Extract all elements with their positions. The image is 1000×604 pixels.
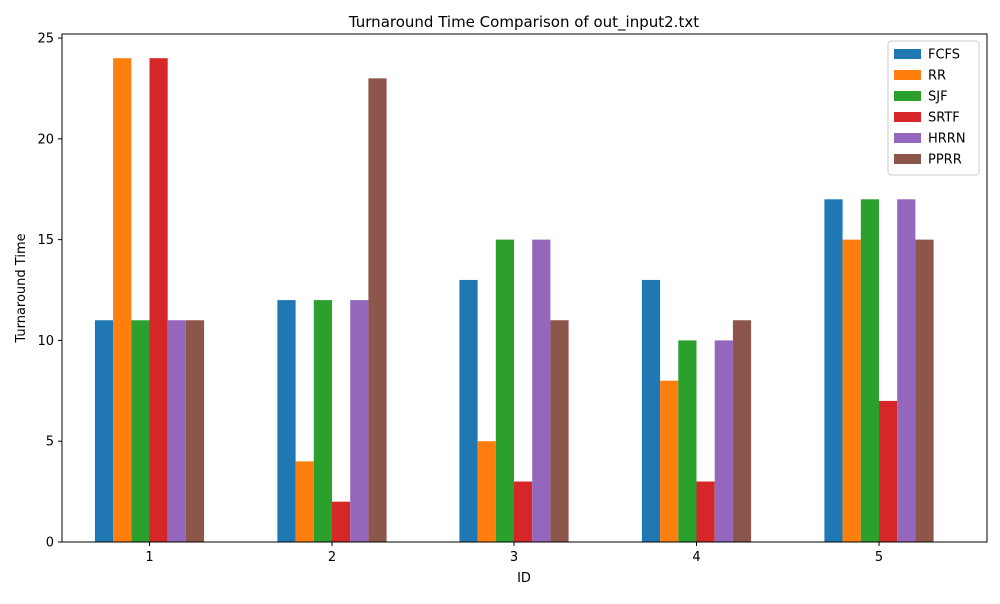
- bar-pprr-4: [732, 320, 752, 542]
- legend-swatch-srtf: [894, 112, 921, 122]
- x-axis: 1 2 3 4 5: [145, 542, 883, 565]
- chart-title: Turnaround Time Comparison of out_input2…: [348, 13, 699, 32]
- bar-fcfs-1: [94, 320, 114, 542]
- bar-hrrn-3: [532, 239, 551, 542]
- bar-fcfs-3: [459, 279, 478, 542]
- bar-rr-4: [660, 380, 679, 542]
- bar-fcfs-5: [824, 199, 843, 543]
- y-tick-label: 25: [37, 32, 54, 47]
- bar-fcfs-2: [277, 300, 296, 542]
- bar-srtf-4: [696, 481, 715, 542]
- bar-sjf-1: [131, 320, 150, 542]
- legend-label-rr: RR: [928, 69, 946, 84]
- bar-rr-3: [477, 441, 496, 542]
- y-tick-label: 10: [37, 334, 54, 349]
- bar-srtf-3: [514, 481, 533, 542]
- bars-layer: [94, 58, 934, 543]
- x-tick-label: 4: [692, 550, 700, 565]
- legend-swatch-rr: [894, 70, 921, 80]
- y-tick-label: 5: [46, 435, 54, 450]
- bar-hrrn-4: [714, 340, 733, 542]
- legend-label-pprr: PPRR: [928, 153, 962, 168]
- legend-label-fcfs: FCFS: [928, 48, 960, 63]
- legend-label-sjf: SJF: [928, 90, 948, 105]
- legend-swatch-hrrn: [894, 133, 921, 143]
- bar-hrrn-5: [897, 199, 916, 543]
- legend-label-hrrn: HRRN: [928, 132, 966, 147]
- bar-pprr-1: [185, 320, 205, 542]
- x-tick-label: 1: [145, 550, 153, 565]
- x-tick-label: 2: [328, 550, 336, 565]
- bar-sjf-4: [678, 340, 697, 542]
- bar-srtf-1: [149, 58, 168, 542]
- bar-pprr-5: [915, 239, 934, 542]
- bar-srtf-2: [332, 501, 351, 542]
- bar-pprr-2: [368, 78, 387, 542]
- bar-rr-2: [295, 461, 314, 542]
- bar-rr-1: [113, 58, 132, 542]
- bar-hrrn-2: [350, 300, 369, 542]
- legend-swatch-fcfs: [894, 49, 921, 59]
- x-tick-label: 5: [875, 550, 883, 565]
- bar-sjf-2: [313, 300, 332, 542]
- legend-label-srtf: SRTF: [928, 111, 960, 126]
- y-tick-label: 0: [46, 536, 54, 551]
- plot-frame: [61, 33, 988, 543]
- x-tick-label: 3: [510, 550, 518, 565]
- bar-pprr-3: [550, 320, 569, 542]
- x-axis-label: ID: [517, 571, 531, 586]
- legend-swatch-pprr: [894, 154, 921, 164]
- bar-sjf-3: [495, 239, 514, 542]
- y-tick-label: 15: [37, 233, 54, 248]
- y-axis-label: Turnaround Time: [14, 233, 29, 343]
- legend-swatch-sjf: [894, 91, 921, 101]
- bar-sjf-5: [860, 199, 879, 543]
- y-tick-label: 20: [37, 132, 54, 147]
- legend: FCFS RR SJF SRTF HRRN PPRR: [887, 40, 980, 176]
- bar-hrrn-1: [167, 320, 186, 542]
- bar-srtf-5: [879, 400, 898, 542]
- bar-rr-5: [842, 239, 861, 542]
- bar-fcfs-4: [641, 279, 661, 542]
- y-axis: 0 5 10 15 20 25: [37, 32, 62, 551]
